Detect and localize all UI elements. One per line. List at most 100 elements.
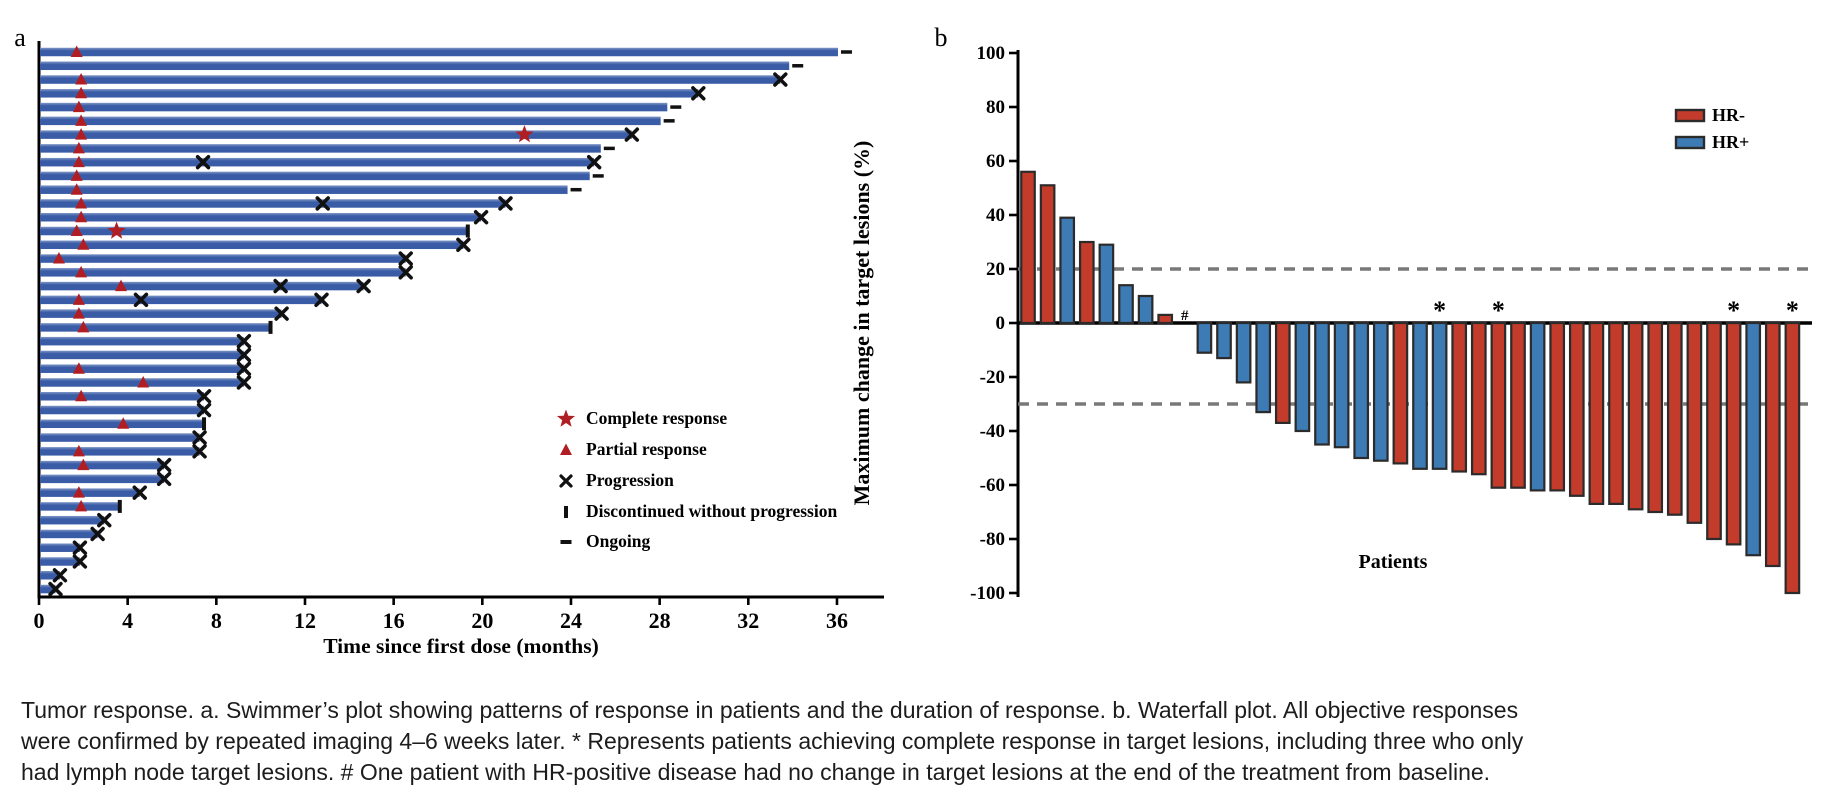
swimmer-bar (40, 350, 244, 360)
progression-x-icon (273, 278, 288, 294)
swimmer-bar (40, 323, 271, 332)
swimmer-bar (40, 392, 205, 401)
y-tick-label: 40 (986, 205, 1005, 226)
swimmer-bar (40, 199, 506, 208)
partial-response-triangle-icon (72, 486, 85, 498)
swimmer-bar (40, 281, 364, 291)
x-axis-title: Patients (1359, 551, 1428, 573)
asterisk-flag: * (1786, 296, 1799, 325)
y-tick-label: 80 (986, 97, 1005, 118)
partial-response-triangle-icon (70, 45, 83, 57)
waterfall-bar (1196, 321, 1213, 354)
waterfall-bar (1745, 321, 1762, 557)
y-tick-label: -20 (980, 367, 1005, 388)
progression-x-icon (586, 154, 602, 170)
swimmer-bar (40, 47, 838, 57)
legend-label: Complete response (586, 408, 727, 428)
waterfall-bar (1666, 321, 1683, 516)
legend-swatch (1674, 135, 1706, 150)
asterisk-flag: * (1727, 296, 1740, 325)
swimmer-bar (40, 364, 244, 373)
x-tick-label: 4 (122, 608, 133, 633)
swimmer-bar (40, 226, 468, 236)
progression-x-icon (236, 333, 252, 349)
waterfall-bar (1098, 243, 1115, 325)
partial-response-triangle-icon (137, 375, 150, 388)
progression-x-icon (72, 540, 88, 555)
waterfall-bar (1529, 321, 1546, 492)
waterfall-bar (1333, 321, 1350, 449)
swimmer-bar (40, 557, 80, 566)
swimmer-bar (40, 171, 590, 181)
partial-response-triangle-icon (72, 362, 85, 374)
partial-response-triangle-icon (72, 293, 85, 305)
partial-response-triangle-icon (70, 183, 83, 195)
swimmer-bar (40, 61, 790, 71)
progression-x-icon (314, 292, 329, 308)
partial-response-triangle-icon (72, 307, 85, 319)
waterfall-axes: b 100 80 60 40 20 0 -20 -40 -60 -80 -100 Maximum cha… (849, 23, 1812, 604)
swimmer-bar (40, 254, 406, 263)
waterfall-bar (1686, 321, 1703, 524)
partial-response-triangle-icon (72, 155, 85, 168)
waterfall-bar (1431, 321, 1448, 470)
hash-flag: # (1181, 308, 1189, 324)
y-tick-label: -60 (980, 475, 1005, 496)
partial-response-triangle-icon (75, 499, 88, 512)
progression-x-icon (133, 292, 149, 308)
progression-x-icon (48, 581, 63, 597)
waterfall-bar (1510, 321, 1526, 489)
legend-label: HR+ (1712, 132, 1749, 152)
swimmer-bar (40, 515, 105, 525)
complete-response-star-icon (556, 409, 576, 427)
swimmer-bar (40, 157, 595, 167)
x-tick-label: 16 (383, 608, 405, 633)
progression-x-icon (274, 306, 289, 321)
waterfall-bar (1647, 321, 1664, 514)
progression-x-icon (192, 444, 207, 459)
swimmer-bar (40, 543, 80, 552)
y-tick-label: 60 (986, 151, 1005, 172)
progression-x-icon (52, 568, 68, 583)
legend-label: HR- (1712, 105, 1745, 125)
partial-response-triangle-icon (115, 279, 128, 292)
partial-response-triangle-icon (72, 444, 85, 457)
swimmer-bar (40, 268, 406, 277)
waterfall-bar (1412, 321, 1428, 470)
figure-caption: Tumor response. a. Swimmer’s plot showin… (21, 697, 1524, 785)
swimmer-bar (40, 102, 668, 112)
waterfall-bar (1706, 321, 1722, 541)
swimmer-markers (48, 45, 852, 597)
waterfall-legend: HR- HR+ (1674, 105, 1749, 152)
waterfall-bar (1784, 321, 1801, 595)
complete-response-star-icon (515, 125, 534, 143)
waterfall-bar (1549, 321, 1566, 492)
waterfall-bar (1039, 184, 1056, 325)
swimmer-bar (40, 130, 632, 139)
partial-response-triangle-icon (72, 100, 85, 113)
progression-x-icon (236, 375, 252, 390)
progression-x-icon (691, 86, 706, 101)
legend-label: Progression (586, 470, 674, 490)
y-tick-label: 0 (996, 313, 1006, 334)
asterisk-flag: * (1492, 296, 1505, 325)
x-tick-label: 28 (649, 608, 671, 633)
waterfall-bar (1137, 294, 1154, 325)
waterfall-bar (1568, 321, 1585, 497)
partial-response-triangle-icon (75, 73, 88, 85)
swimmer-bar (40, 116, 661, 126)
progression-x-icon (456, 237, 471, 252)
x-tick-label: 0 (34, 608, 45, 633)
progression-x-icon (196, 402, 212, 418)
partial-response-triangle-icon (75, 114, 88, 126)
partial-response-triangle-icon (70, 169, 83, 181)
swimmer-bar (40, 309, 282, 318)
progression-x-icon (195, 154, 211, 170)
waterfall-bar (1588, 321, 1605, 505)
x-tick-label: 20 (471, 608, 493, 633)
partial-response-triangle-icon (77, 458, 90, 471)
progression-x-icon (356, 278, 371, 294)
y-tick-label: -40 (980, 421, 1005, 442)
swimmer-bar (40, 488, 140, 497)
partial-response-triangle-icon (52, 252, 65, 264)
